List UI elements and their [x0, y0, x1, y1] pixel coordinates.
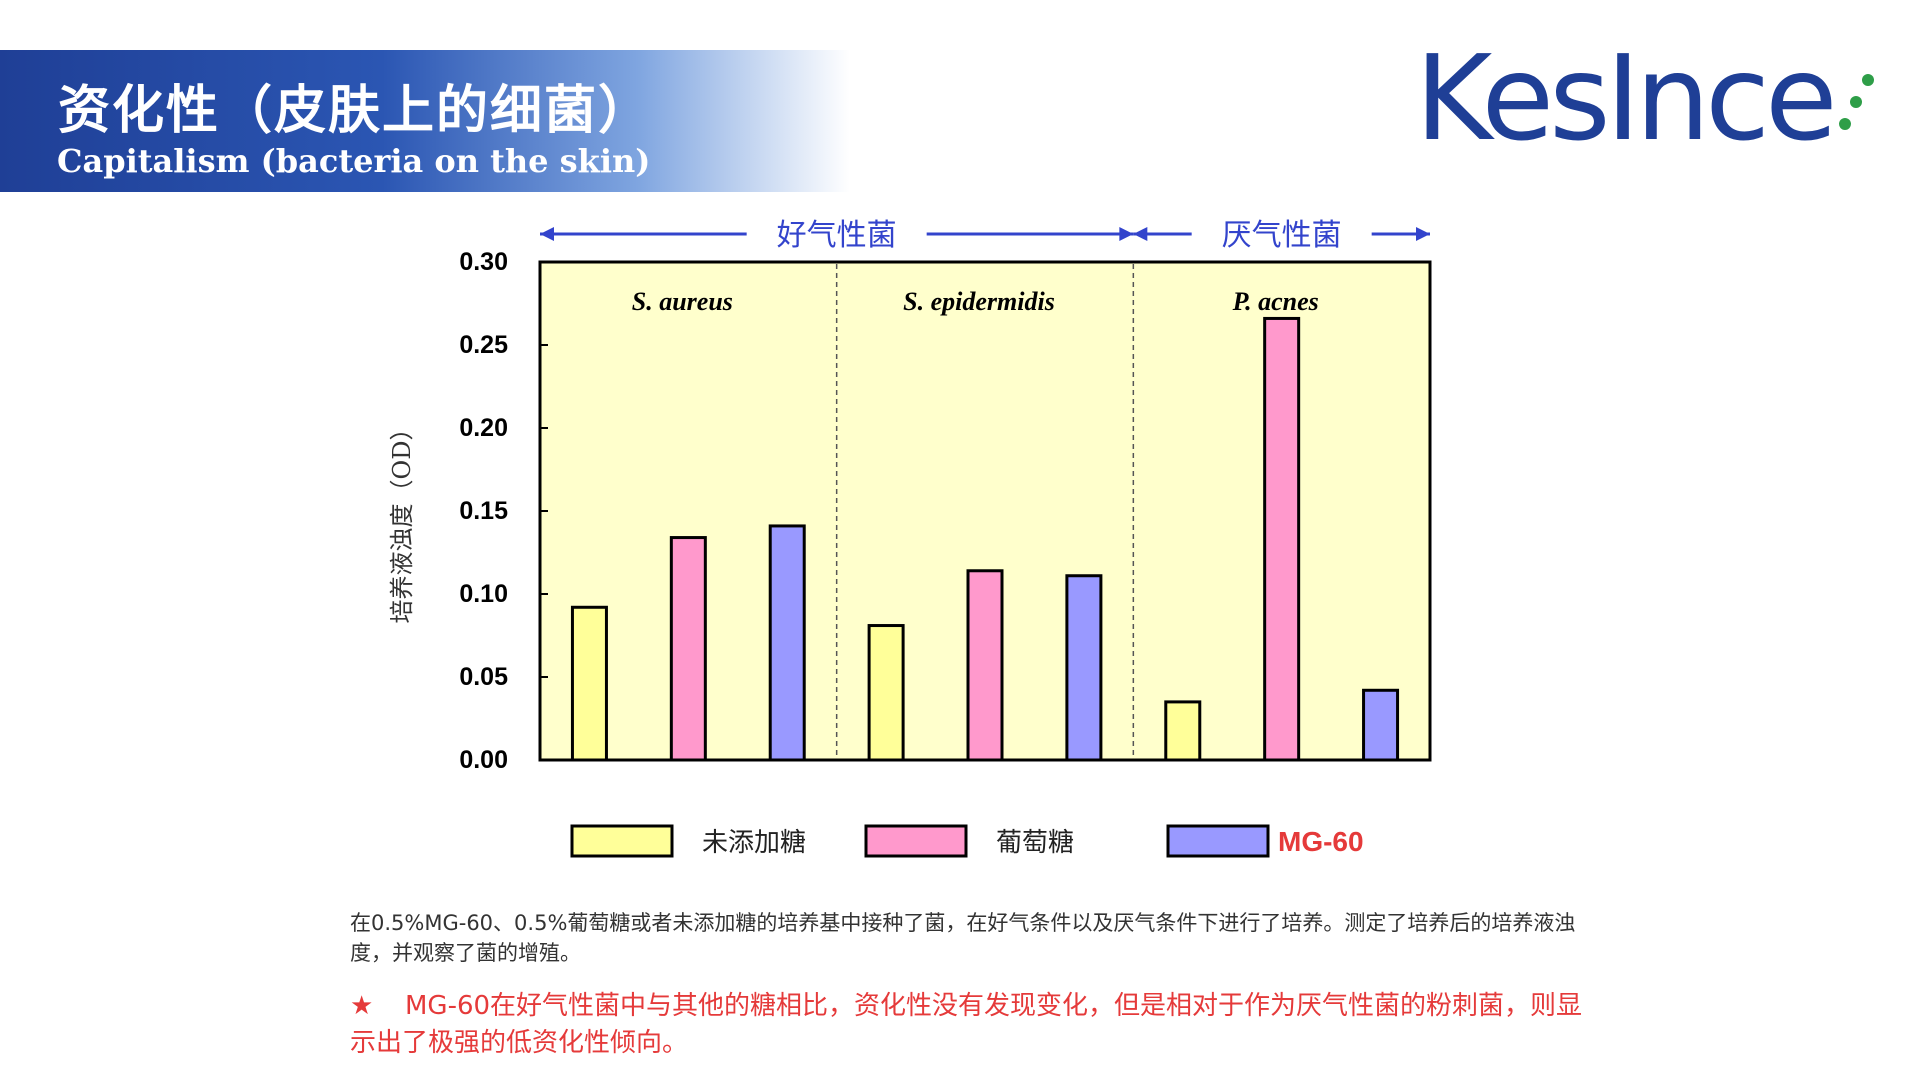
page-subtitle: Capitalism (bacteria on the skin) — [57, 142, 651, 180]
bar — [1065, 574, 1103, 762]
arrow-head-left-icon — [540, 227, 554, 241]
y-tick-label: 0.05 — [459, 663, 508, 691]
bar — [966, 569, 1004, 762]
bar — [1362, 688, 1400, 762]
group-label: 好气性菌 — [777, 218, 897, 253]
y-tick-label: 0.10 — [459, 580, 508, 608]
category-label: S. aureus — [632, 287, 733, 316]
legend-swatch — [864, 824, 968, 858]
bar — [1263, 316, 1301, 762]
title-banner — [0, 50, 850, 192]
legend-label: MG-60 — [1278, 826, 1364, 857]
y-tick-label: 0.25 — [459, 331, 508, 359]
y-tick-label: 0.00 — [459, 746, 508, 774]
brand-logo: KesInce — [1415, 29, 1838, 167]
arrow-head-right-icon — [1416, 227, 1430, 241]
legend-label: 未添加糖 — [702, 828, 806, 858]
logo-dots-icon — [1839, 74, 1874, 130]
arrow-head-left-icon — [1133, 227, 1148, 241]
legend-label: 葡萄糖 — [996, 828, 1074, 858]
y-tick-label: 0.20 — [459, 414, 508, 442]
experiment-description: 在0.5%MG-60、0.5%葡萄糖或者未添加糖的培养基中接种了菌，在好气条件以… — [350, 911, 1576, 965]
arrow-head-right-icon — [1119, 227, 1134, 241]
bar — [768, 524, 806, 762]
bar — [669, 536, 707, 762]
legend-swatch — [570, 824, 674, 858]
bar — [867, 624, 905, 762]
conclusion-text: MG-60在好气性菌中与其他的糖相比，资化性没有发现变化，但是相对于作为厌气性菌… — [350, 991, 1583, 1058]
category-label: P. acnes — [1232, 287, 1319, 316]
group-label: 厌气性菌 — [1222, 218, 1342, 253]
star-icon: ★ — [350, 991, 374, 1021]
bar — [570, 605, 608, 762]
bar — [1164, 700, 1202, 762]
category-label: S. epidermidis — [903, 287, 1055, 316]
y-tick-label: 0.30 — [459, 248, 508, 276]
page-title: 资化性（皮肤上的细菌） — [58, 81, 653, 141]
legend-swatch — [1166, 824, 1270, 858]
y-axis-label: 培养液浊度（OD） — [388, 417, 416, 624]
conclusion-note: ★ MG-60在好气性菌中与其他的糖相比，资化性没有发现变化，但是相对于作为厌气性… — [350, 988, 1590, 1062]
y-tick-label: 0.15 — [459, 497, 508, 525]
